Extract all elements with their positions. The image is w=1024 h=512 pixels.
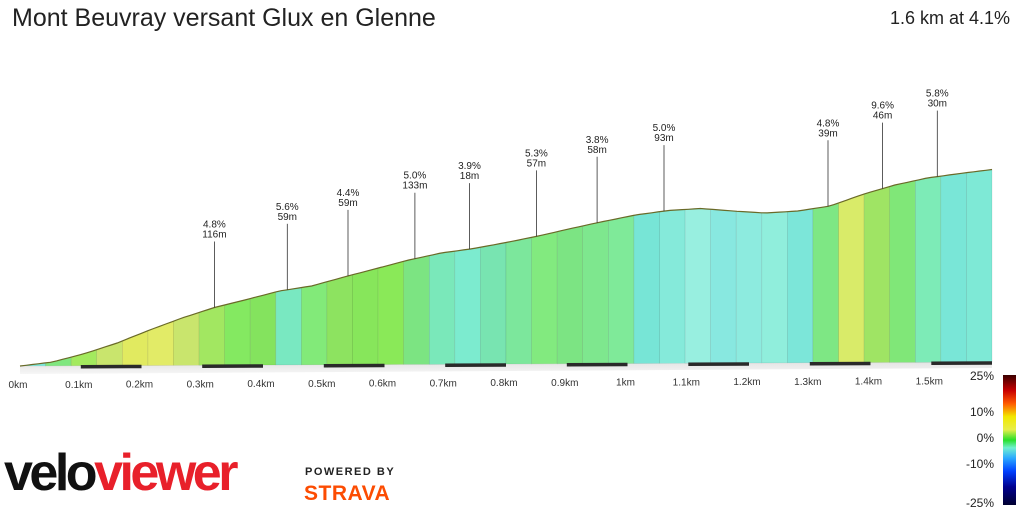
segment-gradient-label: 4.4%	[337, 188, 360, 199]
page-title: Mont Beuvray versant Glux en Glenne	[12, 4, 436, 32]
profile-segment	[659, 209, 686, 364]
segment-length-label: 58m	[587, 145, 606, 156]
scale-label-10: 10%	[969, 405, 994, 419]
scale-label-max: 25%	[969, 369, 994, 383]
strava-logo: STRAVA	[304, 482, 391, 505]
profile-segment	[301, 281, 328, 366]
profile-segment	[249, 291, 277, 366]
profile-segment	[480, 242, 507, 365]
x-tick-label: 0.5km	[308, 379, 335, 390]
gradient-color-scale: 25% 10% 0% -10% -25%	[958, 369, 1024, 512]
profile-segment	[556, 225, 584, 365]
segment-length-label: 133m	[402, 181, 427, 192]
profile-segment	[710, 208, 737, 364]
profile-segment	[377, 260, 405, 365]
profile-segment	[761, 211, 788, 364]
x-tick-label: 0.4km	[247, 379, 274, 390]
x-tick-label: 0.1km	[65, 380, 92, 391]
profile-segment	[275, 287, 302, 366]
profile-segment	[505, 237, 532, 365]
profile-segment	[454, 246, 481, 365]
x-tick-label: 1.1km	[673, 377, 700, 388]
segment-gradient-label: 3.8%	[586, 135, 609, 146]
profile-segment	[838, 193, 865, 363]
profile-segment	[96, 340, 123, 366]
profile-segment	[582, 220, 609, 364]
x-tick-label: 0.8km	[490, 378, 517, 389]
x-tick-label: 0.2km	[126, 380, 153, 391]
segment-length-label: 116m	[202, 230, 226, 241]
x-tick-label: 0.9km	[551, 378, 578, 389]
x-tick-label: 0.7km	[430, 378, 457, 389]
profile-segment	[940, 172, 967, 363]
profile-segment	[147, 320, 174, 366]
profile-segment	[735, 210, 763, 364]
climb-summary: 1.6 km at 4.1%	[889, 8, 1010, 28]
scale-label-minus10: -10%	[965, 457, 994, 471]
segment-gradient-label: 9.6%	[871, 101, 894, 112]
profile-segment	[863, 186, 891, 363]
x-tick-label: 1.3km	[794, 377, 821, 388]
segment-gradient-label: 5.3%	[525, 148, 548, 159]
segment-length-label: 39m	[818, 128, 837, 139]
segment-gradient-label: 3.9%	[458, 161, 481, 172]
segment-length-label: 18m	[460, 171, 479, 182]
elevation-profile-chart: 0km 0.1km 0.2km 0.3km 0.4km 0.5km 0.6km 0.7km 0.…	[9, 89, 993, 391]
profile-segment	[198, 304, 225, 366]
profile-segment	[403, 255, 430, 365]
veloviewer-logo: veloviewer	[4, 444, 238, 502]
profile-segment	[607, 214, 635, 364]
gradient-scale-bar	[1003, 375, 1016, 505]
profile-segment	[326, 274, 353, 366]
x-tick-label: 0km	[9, 380, 28, 391]
segment-length-label: 57m	[527, 158, 546, 169]
powered-by-label: POWERED BY	[305, 466, 396, 478]
profile-segment	[70, 349, 97, 367]
profile-segment	[224, 298, 251, 366]
profile-segment	[173, 312, 200, 366]
segment-gradient-label: 5.8%	[926, 89, 949, 100]
profile-segment	[889, 180, 916, 363]
segment-gradient-label: 4.8%	[203, 220, 226, 231]
segment-gradient-label: 5.0%	[404, 171, 427, 182]
segment-gradient-label: 5.6%	[276, 202, 299, 213]
profile-segment	[428, 250, 456, 365]
x-tick-label: 1.4km	[855, 377, 882, 388]
profile-segment	[966, 169, 993, 363]
x-tick-label: 0.6km	[369, 379, 396, 390]
profile-segment	[684, 208, 711, 364]
x-tick-label: 0.3km	[187, 379, 214, 390]
profile-segment	[914, 175, 942, 363]
profile-segment	[352, 267, 379, 365]
segment-length-label: 59m	[278, 212, 297, 223]
profile-segment	[633, 211, 660, 364]
profile-segment	[812, 202, 839, 364]
segment-length-label: 46m	[873, 111, 892, 122]
segment-gradient-label: 4.8%	[817, 118, 840, 129]
x-tick-label: 1.5km	[916, 376, 943, 387]
segment-gradient-label: 5.0%	[653, 123, 676, 134]
segment-length-label: 30m	[928, 99, 947, 110]
x-tick-label: 1.2km	[733, 377, 760, 388]
segment-length-label: 59m	[338, 198, 357, 209]
x-tick-label: 1km	[616, 378, 635, 389]
segment-length-label: 93m	[654, 133, 673, 144]
profile-outline	[19, 168, 993, 367]
scale-label-min: -25%	[965, 496, 994, 510]
profile-segment	[787, 208, 814, 364]
scale-label-0: 0%	[976, 431, 994, 445]
profile-segment	[531, 231, 558, 365]
